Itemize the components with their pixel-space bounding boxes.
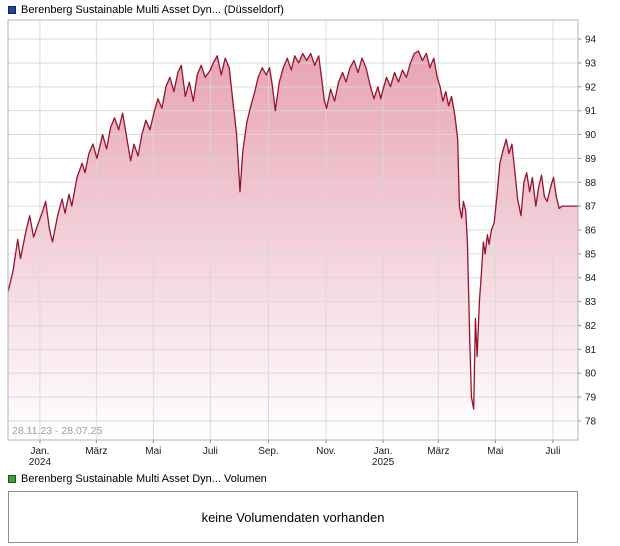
price-legend: Berenberg Sustainable Multi Asset Dyn...… [0,0,620,16]
svg-text:Mai: Mai [487,446,503,457]
svg-text:92: 92 [585,82,597,93]
svg-text:87: 87 [585,202,597,213]
svg-text:Jan.: Jan. [30,446,49,457]
svg-text:89: 89 [585,154,597,165]
svg-text:83: 83 [585,297,597,308]
volume-empty-message: keine Volumendaten vorhanden [201,509,385,525]
svg-text:81: 81 [585,345,597,356]
svg-text:82: 82 [585,321,597,332]
period-watermark: 28.11.23 - 28.07.25 [12,425,102,437]
price-line [7,50,578,410]
svg-text:Jan.: Jan. [374,446,393,457]
svg-text:86: 86 [585,226,597,237]
svg-text:90: 90 [585,130,597,141]
grid-layer [8,20,578,440]
price-series-marker [8,5,16,14]
svg-text:Mai: Mai [145,446,161,457]
svg-text:Nov.: Nov. [316,446,336,457]
area-fill [8,51,578,440]
svg-text:Juli: Juli [545,446,560,457]
svg-text:80: 80 [585,369,597,380]
svg-text:Sep.: Sep. [258,446,279,457]
svg-text:85: 85 [585,249,597,260]
svg-text:94: 94 [585,35,597,46]
svg-text:78: 78 [585,416,597,427]
svg-text:Juli: Juli [203,446,218,457]
chart-title: Berenberg Sustainable Multi Asset Dyn...… [21,3,284,16]
svg-text:88: 88 [585,178,597,189]
y-axis-labels: 78 79 80 81 82 83 84 85 86 87 88 89 90 91 92 93 94 [578,35,597,427]
svg-text:91: 91 [585,106,597,117]
svg-text:2025: 2025 [372,457,395,468]
plot-border [7,19,579,441]
svg-text:März: März [85,446,107,457]
volume-legend-label: Berenberg Sustainable Multi Asset Dyn...… [21,473,267,485]
volume-legend: Berenberg Sustainable Multi Asset Dyn...… [0,468,620,486]
svg-text:84: 84 [585,273,597,284]
price-chart[interactable]: 7879808182838485868788899091929394Jan.20… [0,16,620,468]
volume-series-marker [8,475,16,483]
svg-text:93: 93 [585,58,597,69]
svg-text:März: März [427,446,449,457]
svg-text:79: 79 [585,393,597,404]
svg-text:2024: 2024 [29,457,52,468]
volume-panel: keine Volumendaten vorhanden [8,491,578,543]
